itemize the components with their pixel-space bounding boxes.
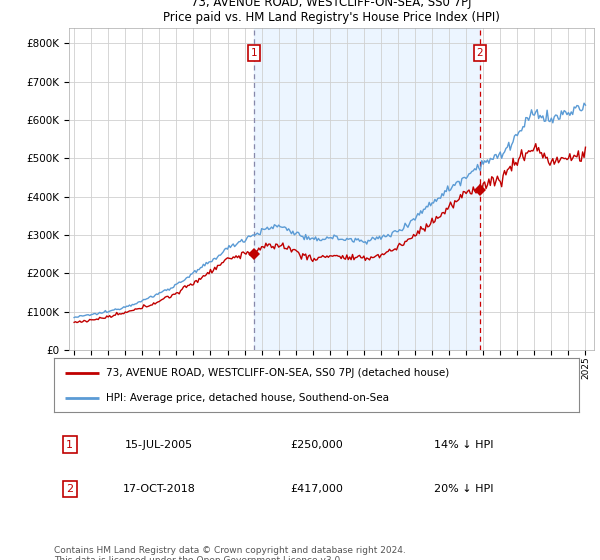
Text: HPI: Average price, detached house, Southend-on-Sea: HPI: Average price, detached house, Sout… <box>107 393 389 403</box>
Title: 73, AVENUE ROAD, WESTCLIFF-ON-SEA, SS0 7PJ
Price paid vs. HM Land Registry's Hou: 73, AVENUE ROAD, WESTCLIFF-ON-SEA, SS0 7… <box>163 0 500 24</box>
Text: £250,000: £250,000 <box>290 440 343 450</box>
Text: 1: 1 <box>66 440 73 450</box>
Text: 2: 2 <box>66 484 73 494</box>
Text: Contains HM Land Registry data © Crown copyright and database right 2024.
This d: Contains HM Land Registry data © Crown c… <box>54 546 406 560</box>
Text: 15-JUL-2005: 15-JUL-2005 <box>125 440 193 450</box>
Bar <box>254 28 479 350</box>
Text: 2: 2 <box>476 48 483 58</box>
Text: 20% ↓ HPI: 20% ↓ HPI <box>434 484 493 494</box>
Text: 17-OCT-2018: 17-OCT-2018 <box>122 484 196 494</box>
Text: 1: 1 <box>250 48 257 58</box>
Text: 14% ↓ HPI: 14% ↓ HPI <box>434 440 493 450</box>
Text: £417,000: £417,000 <box>290 484 343 494</box>
Text: 73, AVENUE ROAD, WESTCLIFF-ON-SEA, SS0 7PJ (detached house): 73, AVENUE ROAD, WESTCLIFF-ON-SEA, SS0 7… <box>107 368 450 379</box>
